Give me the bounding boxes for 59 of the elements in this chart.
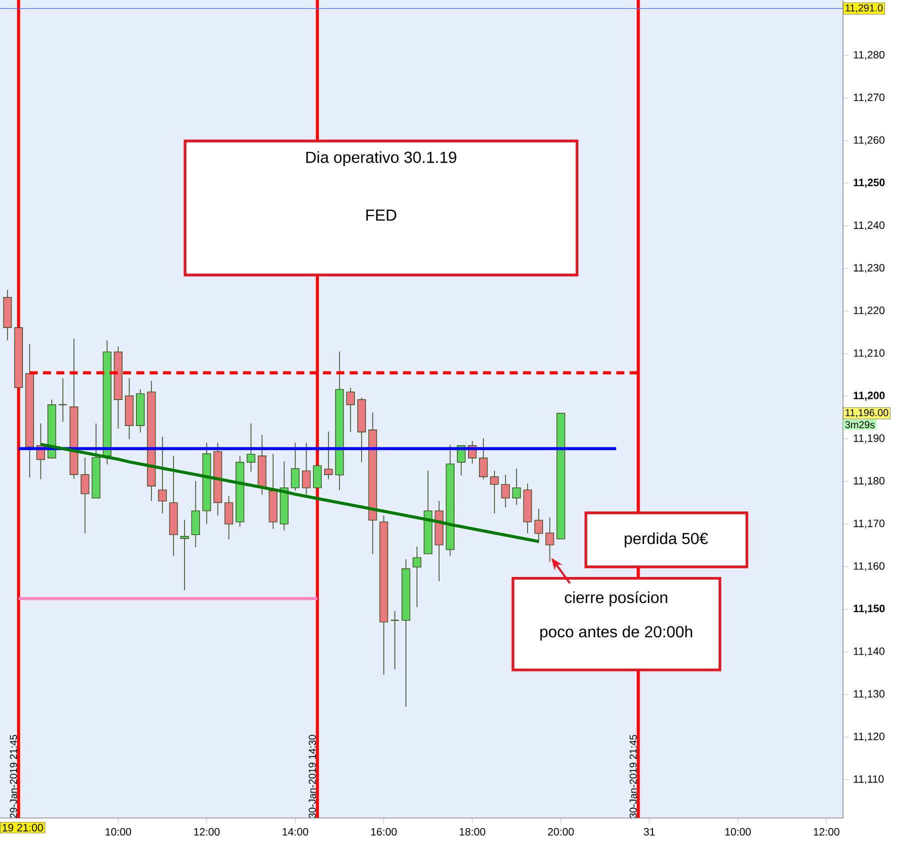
annotation: perdida 50€: [624, 532, 708, 548]
candlestick: [158, 436, 167, 514]
candlestick: [512, 468, 521, 506]
x-tick-label: 16:00: [371, 828, 397, 836]
candlestick: [191, 480, 200, 548]
candlestick: [324, 431, 333, 480]
y-tick-label: 11,220: [854, 306, 884, 316]
candlestick: [346, 387, 355, 432]
y-tick-label: 11,270: [854, 94, 884, 102]
y-tick-label: 11,210: [854, 349, 884, 358]
ref-line-label: 11,291.0: [846, 4, 883, 13]
candlestick: [290, 442, 300, 492]
annotation: cierre posícion: [564, 591, 668, 606]
y-tick-label: 11,260: [854, 136, 884, 145]
y-tick-label: 11,140: [854, 647, 884, 656]
y-tick-label: 11,280: [854, 50, 884, 60]
x-tick-label: 18:00: [460, 828, 486, 836]
x-tick-label: 10:00: [106, 828, 132, 836]
candlestick: [224, 496, 234, 540]
y-tick-label: 11,170: [854, 520, 884, 528]
y-tick-label: 11,240: [854, 221, 884, 230]
y-tick-label: 11,130: [854, 690, 884, 699]
text: 19 21:00: [2, 824, 43, 832]
candlestick: [534, 508, 544, 544]
candlestick: [490, 470, 499, 514]
y-tick-label: 11,230: [854, 264, 884, 273]
candlestick: [313, 465, 322, 488]
y-tick-label: 11,190: [854, 434, 884, 444]
x-tick-label: 20:00: [548, 828, 574, 836]
candlestick: [412, 546, 422, 608]
y-tick-label: 11,250: [854, 178, 885, 188]
y-tick-label: 11,120: [854, 732, 884, 742]
candlestick: [479, 438, 488, 480]
x-tick-label: 12:00: [194, 828, 220, 836]
annotation: Dia operativo 30.1.19: [306, 151, 456, 166]
text: 3m29s: [845, 421, 875, 428]
text: 11,196.00: [846, 409, 888, 418]
annotation: FED: [366, 210, 396, 221]
x-tick-label: 10:00: [725, 828, 751, 836]
candlestick: [246, 423, 256, 472]
annotation: poco antes de 20:00h: [540, 626, 692, 641]
candlestick: [545, 517, 554, 562]
y-tick-label: 11,200: [854, 392, 885, 401]
candlestick: [501, 474, 510, 508]
candlestick: [58, 378, 68, 422]
candlestick: [80, 457, 90, 534]
y-tick-label: 11,150: [854, 604, 885, 614]
x-tick-label: 31: [644, 828, 655, 836]
annotation: 30-Jan-2019 21:45: [630, 734, 637, 818]
candlestick: [302, 442, 311, 496]
x-tick-label: 12:00: [814, 828, 840, 836]
candlestick: [180, 519, 189, 590]
y-tick-label: 11,180: [854, 477, 884, 486]
y-tick-label: 11,160: [854, 562, 884, 572]
y-tick-label: 11,110: [854, 775, 884, 784]
candlestick: [390, 610, 400, 670]
x-tick-label: 14:00: [282, 828, 308, 836]
annotation: 29-Jan-2019 21:45: [10, 734, 18, 818]
annotation: 30-Jan-2019 14:30: [308, 734, 316, 818]
